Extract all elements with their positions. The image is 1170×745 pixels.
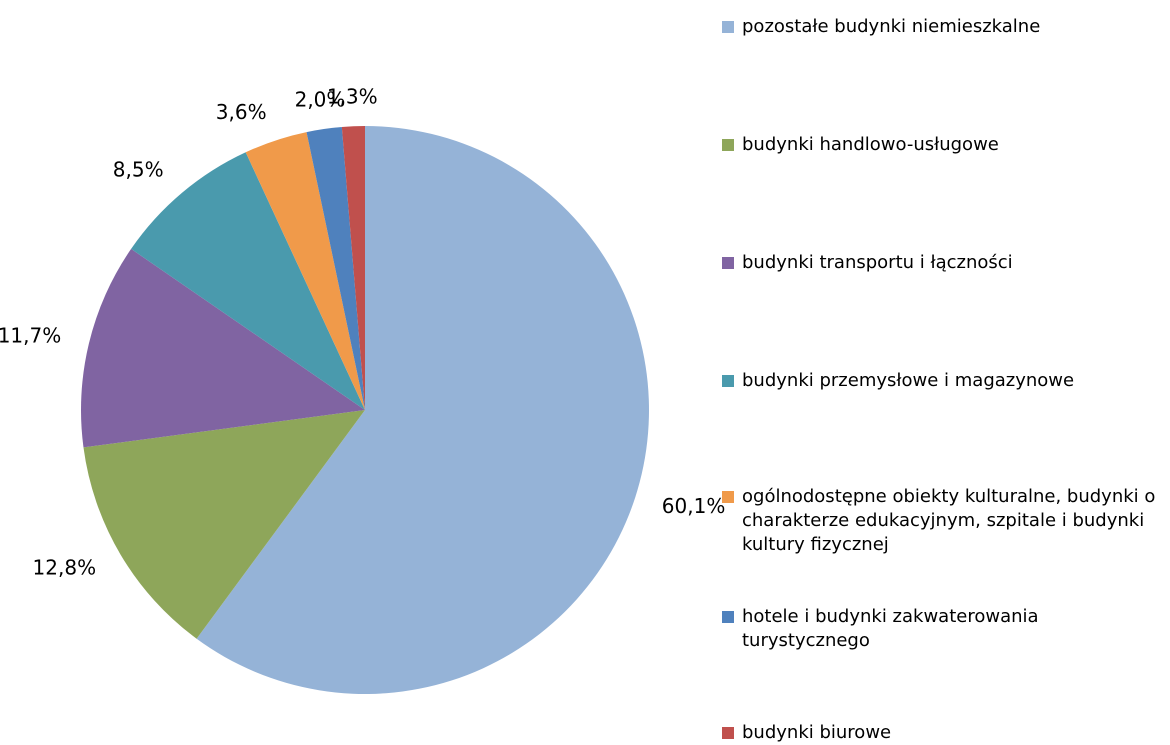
legend-swatch [722,139,734,151]
pie-slice [131,152,365,411]
pie-slice [306,126,365,411]
data-label: 2,0% [295,87,346,111]
legend-label: budynki biurowe [742,722,892,743]
legend-item: budynki przemysłowe i magazynowe [722,369,1168,393]
data-label: 1,3% [327,84,378,108]
pie-slice [245,132,365,411]
legend-swatch [722,727,734,739]
legend-label: budynki przemysłowe i magazynowe [742,370,1075,391]
legend-swatch [722,375,734,387]
legend-swatch [722,257,734,269]
pie-slice [83,410,366,639]
pie-slice [196,126,650,695]
legend-swatch [722,491,734,503]
legend-item: budynki biurowe [722,721,1168,745]
legend-item: hotele i budynki zakwaterowania turystyc… [722,605,1168,653]
legend-swatch [722,611,734,623]
data-label: 11,7% [0,324,61,348]
legend-item: budynki handlowo-usługowe [722,133,1168,157]
pie-slice [81,248,366,448]
legend-swatch [722,21,734,33]
legend-label: hotele i budynki zakwaterowania turystyc… [742,606,1039,651]
pie-slice [341,126,365,410]
data-label: 12,8% [33,556,97,580]
legend-label: budynki transportu i łączności [742,252,1013,273]
data-label: 8,5% [113,158,164,182]
legend-label: ogólnodostępne obiekty kulturalne, budyn… [742,486,1156,555]
legend-item: pozostałe budynki niemieszkalne [722,15,1168,39]
legend-label: pozostałe budynki niemieszkalne [742,16,1041,37]
legend-item: ogólnodostępne obiekty kulturalne, budyn… [722,485,1168,557]
legend-item: budynki transportu i łączności [722,251,1168,275]
data-label: 3,6% [216,100,267,124]
data-label: 60,1% [662,494,726,518]
legend-label: budynki handlowo-usługowe [742,134,999,155]
